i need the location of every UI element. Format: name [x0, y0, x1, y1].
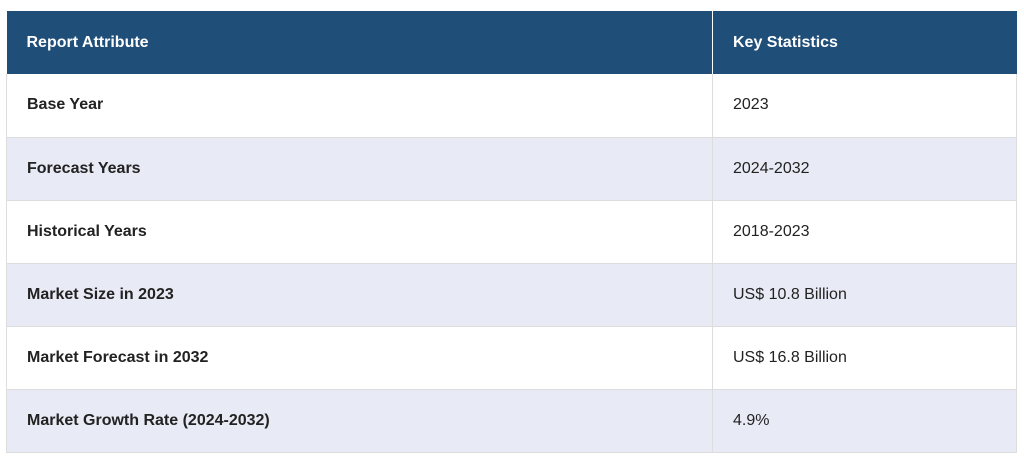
header-key-statistics: Key Statistics: [712, 11, 1017, 74]
table-row: Market Forecast in 2032 US$ 16.8 Billion: [6, 326, 1017, 390]
row-value-base-year: 2023: [712, 74, 1017, 138]
table-row: Market Size in 2023 US$ 10.8 Billion: [6, 263, 1017, 327]
report-statistics-table-container: Report Attribute Key Statistics Base Yea…: [6, 11, 1017, 453]
row-attribute-historical-years: Historical Years: [6, 200, 713, 264]
table-body: Base Year 2023 Forecast Years 2024-2032 …: [6, 74, 1017, 453]
row-value-market-size: US$ 10.8 Billion: [712, 263, 1017, 327]
header-report-attribute: Report Attribute: [6, 11, 713, 74]
row-value-historical-years: 2018-2023: [712, 200, 1017, 264]
row-value-forecast-years: 2024-2032: [712, 137, 1017, 201]
row-attribute-market-size: Market Size in 2023: [6, 263, 713, 327]
row-attribute-market-forecast: Market Forecast in 2032: [6, 326, 713, 390]
table-row: Forecast Years 2024-2032: [6, 137, 1017, 201]
report-statistics-table: Report Attribute Key Statistics Base Yea…: [6, 11, 1017, 453]
table-row: Base Year 2023: [6, 74, 1017, 138]
row-attribute-base-year: Base Year: [6, 74, 713, 138]
table-header-row: Report Attribute Key Statistics: [6, 11, 1017, 74]
row-attribute-market-growth-rate: Market Growth Rate (2024-2032): [6, 389, 713, 453]
row-attribute-forecast-years: Forecast Years: [6, 137, 713, 201]
row-value-market-growth-rate: 4.9%: [712, 389, 1017, 453]
row-value-market-forecast: US$ 16.8 Billion: [712, 326, 1017, 390]
table-header: Report Attribute Key Statistics: [6, 11, 1017, 74]
table-row: Market Growth Rate (2024-2032) 4.9%: [6, 389, 1017, 453]
table-row: Historical Years 2018-2023: [6, 200, 1017, 264]
